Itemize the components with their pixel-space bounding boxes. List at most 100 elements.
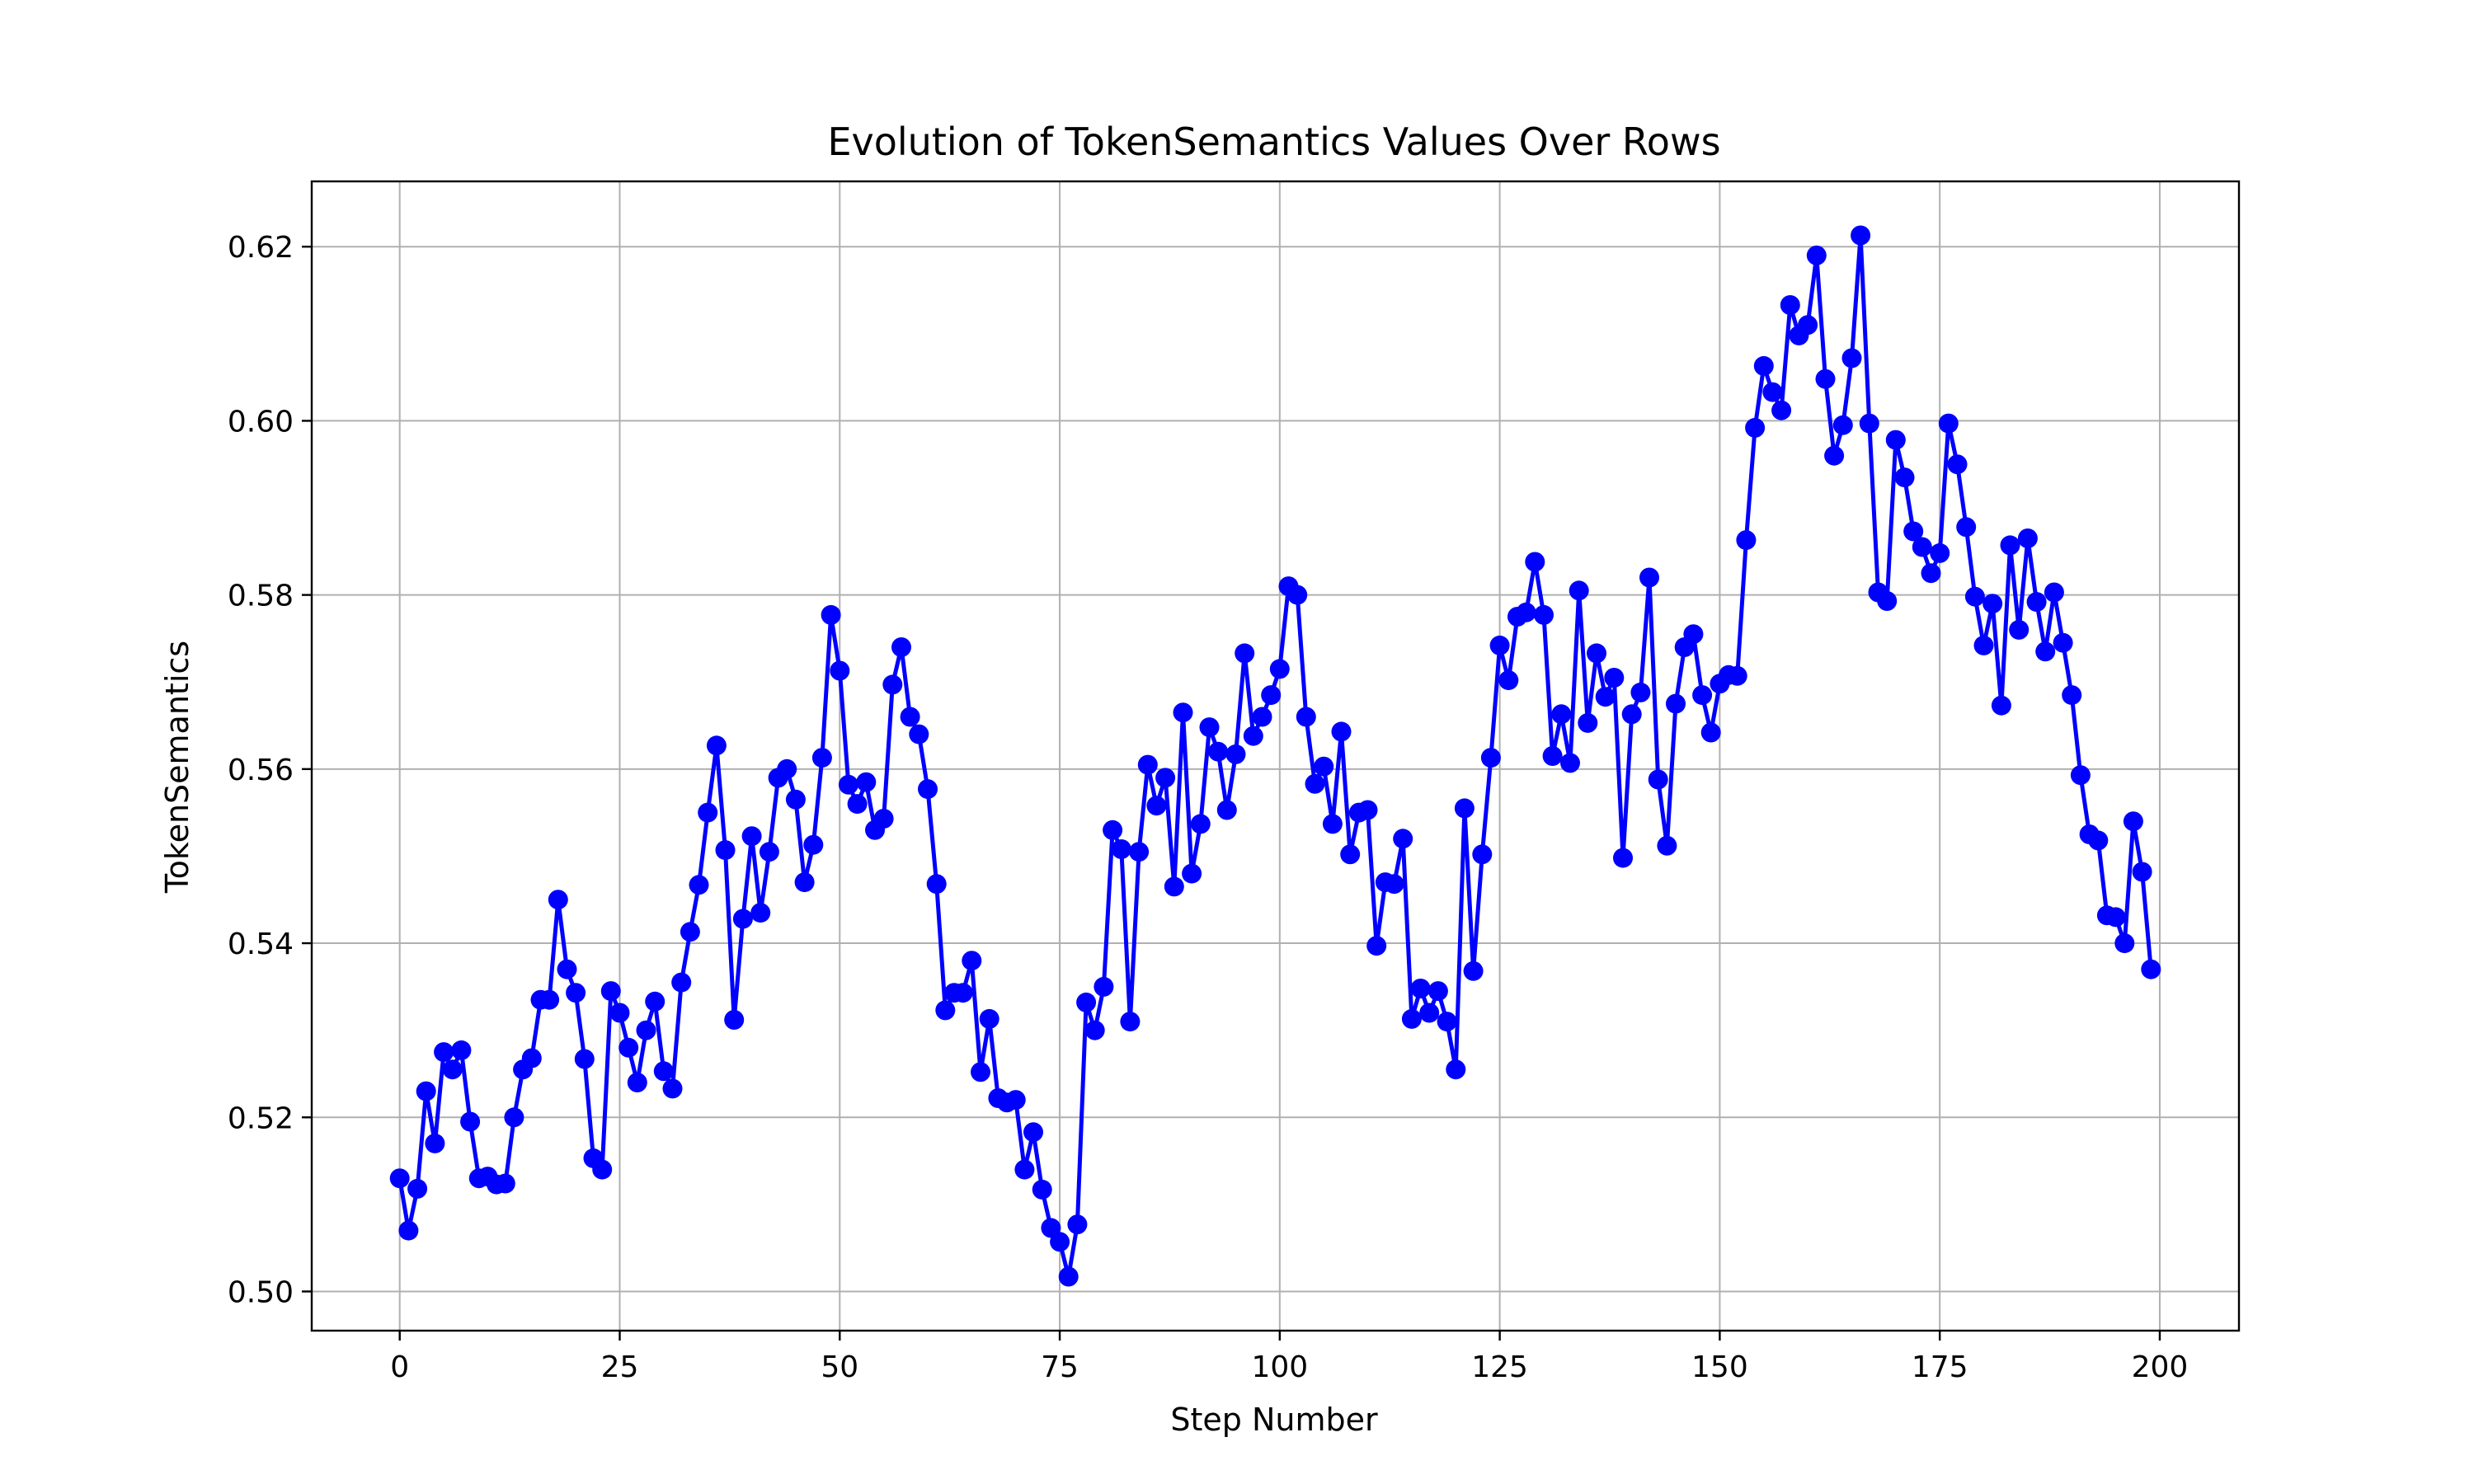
data-point: [1964, 586, 1985, 607]
data-point: [548, 890, 568, 910]
data-point: [1366, 936, 1387, 956]
data-point: [1560, 753, 1580, 773]
data-point: [2123, 811, 2143, 832]
data-point: [600, 981, 621, 1002]
data-point: [1666, 693, 1686, 714]
data-point: [1885, 430, 1906, 450]
data-point: [971, 1062, 990, 1082]
data-point: [926, 874, 947, 895]
data-point: [1692, 685, 1713, 706]
data-point: [1146, 796, 1167, 816]
data-point: [2000, 535, 2020, 556]
data-point: [1921, 563, 1941, 584]
data-point: [794, 872, 815, 893]
data-point: [407, 1178, 428, 1199]
data-point: [389, 1168, 410, 1189]
plot-area: [389, 225, 2161, 1287]
data-point: [1991, 695, 2011, 716]
data-point: [1287, 585, 1308, 605]
data-point: [909, 724, 929, 744]
data-point: [1357, 800, 1378, 820]
data-point: [1753, 355, 1774, 376]
data-point: [434, 1042, 454, 1063]
data-point: [1094, 976, 1114, 997]
data-point: [1894, 467, 1915, 488]
data-point: [1076, 992, 1097, 1012]
data-point: [460, 1111, 481, 1132]
data-point: [1225, 744, 1246, 764]
data-point: [1419, 1003, 1440, 1023]
data-point: [900, 707, 920, 727]
data-point: [2105, 907, 2126, 928]
data-point: [1058, 1266, 1079, 1287]
data-point: [521, 1048, 542, 1068]
data-point: [1877, 591, 1898, 611]
data-point: [1261, 685, 1282, 706]
y-tick-label: 0.50: [228, 1275, 294, 1309]
data-point: [750, 903, 771, 923]
data-point: [1208, 741, 1229, 762]
data-point: [1235, 643, 1255, 664]
data-point: [918, 779, 938, 800]
axes-frame: [310, 180, 2241, 1332]
data-point: [1014, 1159, 1035, 1180]
data-point: [1806, 245, 1827, 265]
data-point: [2132, 862, 2152, 882]
data-point: [1595, 687, 1616, 707]
data-point: [1173, 702, 1193, 723]
data-point: [1269, 659, 1290, 679]
data-point: [2035, 641, 2056, 662]
data-point: [724, 1010, 745, 1030]
data-point: [1780, 295, 1800, 315]
data-point: [504, 1107, 524, 1128]
data-point: [1815, 369, 1836, 389]
y-tick-label: 0.58: [228, 580, 294, 613]
data-point: [979, 1008, 999, 1029]
data-point: [1841, 348, 1862, 369]
data-point: [698, 802, 718, 823]
data-point: [495, 1173, 515, 1194]
data-point: [830, 660, 850, 681]
x-axis-label: Step Number: [1170, 1402, 1378, 1438]
data-point: [1569, 580, 1589, 601]
data-point: [645, 991, 666, 1012]
data-point: [1973, 635, 1994, 655]
data-point: [1446, 1059, 1466, 1080]
data-point: [1340, 844, 1361, 865]
data-point: [1005, 1090, 1026, 1111]
data-point: [2062, 685, 2082, 706]
data-point: [1463, 960, 1484, 981]
data-point: [1314, 756, 1334, 777]
data-point: [935, 1000, 956, 1021]
data-point: [1851, 225, 1871, 246]
x-tick-label: 0: [390, 1350, 409, 1384]
data-point: [1480, 748, 1501, 768]
data-point: [1657, 835, 1677, 856]
data-point: [1604, 668, 1625, 688]
x-tick-label: 50: [821, 1350, 858, 1384]
data-point: [1516, 602, 1536, 622]
data-point: [1683, 624, 1704, 645]
grid-lines: [312, 181, 2239, 1331]
data-point: [706, 735, 727, 756]
data-point: [1120, 1012, 1141, 1032]
data-point: [1542, 746, 1563, 766]
data-point: [2070, 765, 2091, 786]
data-point: [838, 774, 858, 795]
data-point: [557, 959, 577, 979]
data-point: [1331, 721, 1352, 742]
data-point: [1427, 981, 1448, 1002]
data-point: [1305, 773, 1325, 794]
data-point: [1216, 800, 1237, 820]
data-point: [1103, 819, 1123, 840]
data-point: [592, 1159, 613, 1180]
data-point: [2114, 933, 2135, 954]
data-point: [1938, 413, 1959, 434]
data-point: [689, 875, 709, 895]
data-point: [1771, 400, 1792, 420]
y-axis-label: TokenSemantics: [159, 641, 195, 894]
data-point: [1903, 521, 1924, 542]
data-point: [1190, 814, 1211, 834]
data-point: [952, 983, 973, 1003]
data-point: [1947, 454, 1968, 475]
